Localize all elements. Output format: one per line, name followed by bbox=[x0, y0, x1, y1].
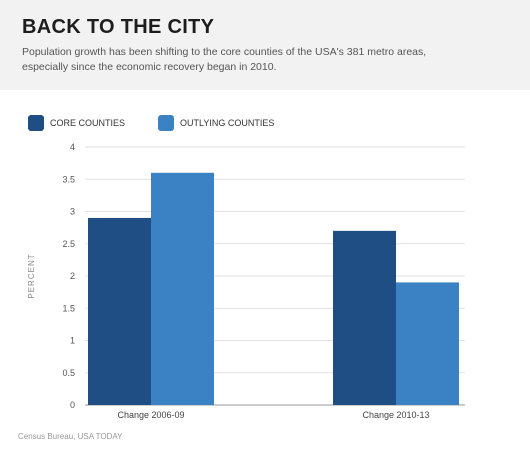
header-band: BACK TO THE CITY Population growth has b… bbox=[0, 0, 530, 90]
x-tick-label: Change 2006-09 bbox=[117, 410, 184, 420]
y-axis-label: PERCENT bbox=[27, 253, 36, 298]
y-tick-label: 2 bbox=[70, 271, 75, 281]
y-tick-label: 1.5 bbox=[62, 303, 75, 313]
legend-label-outlying: OUTLYING COUNTIES bbox=[180, 118, 275, 128]
source-note: Census Bureau, USA TODAY bbox=[18, 432, 123, 441]
x-tick-label: Change 2010-13 bbox=[362, 410, 429, 420]
chart-title: BACK TO THE CITY bbox=[22, 16, 215, 38]
legend-swatch-outlying bbox=[158, 115, 174, 131]
legend-label-core: CORE COUNTIES bbox=[50, 118, 126, 128]
y-tick-label: 0 bbox=[70, 400, 75, 410]
y-tick-label: 4 bbox=[70, 142, 75, 152]
y-tick-label: 2.5 bbox=[62, 239, 75, 249]
y-tick-label: 1 bbox=[70, 336, 75, 346]
bar-core-0 bbox=[88, 217, 151, 405]
y-tick-label: 0.5 bbox=[62, 368, 75, 378]
bar-outlying-1 bbox=[396, 282, 459, 405]
legend-item-outlying: OUTLYING COUNTIES bbox=[158, 115, 274, 131]
y-tick-label: 3.5 bbox=[62, 174, 75, 184]
bar-core-1 bbox=[333, 230, 396, 405]
legend-item-core: CORE COUNTIES bbox=[28, 115, 125, 131]
legend-swatch-core bbox=[28, 115, 44, 131]
y-tick-label: 3 bbox=[70, 207, 75, 217]
bar-outlying-0 bbox=[151, 172, 214, 405]
chart-subtitle: Population growth has been shifting to t… bbox=[22, 46, 427, 73]
